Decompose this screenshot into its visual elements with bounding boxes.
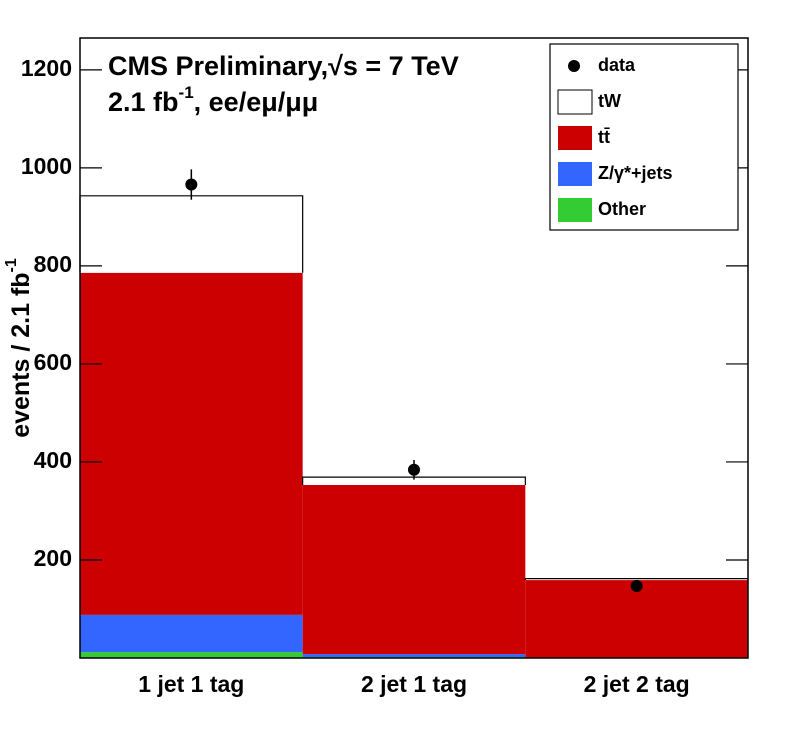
legend-swatch: [557, 89, 593, 115]
legend-marker: [568, 60, 580, 72]
y-tick-label: 200: [34, 545, 72, 571]
bar-segment: [525, 578, 748, 581]
y-axis-label: events / 2.1 fb-1: [3, 258, 34, 438]
y-tick-label: 400: [34, 447, 72, 473]
chart-subtitle: 2.1 fb-1, ee/eμ/μμ: [108, 83, 318, 117]
bar-segment: [80, 272, 303, 615]
subtitle-text: , ee/eμ/μμ: [194, 87, 319, 117]
legend-label: Z/γ*+jets: [598, 163, 673, 183]
legend-swatch: [558, 162, 592, 186]
x-tick-label: 2 jet 1 tag: [361, 671, 467, 697]
data-point: [185, 178, 198, 191]
data-point: [408, 463, 420, 476]
y-label-text: events / 2.1 fb: [7, 272, 35, 437]
y-label-sup: -1: [3, 258, 20, 272]
bar-segment: [80, 652, 303, 658]
data-point: [630, 579, 643, 592]
subtitle-sup: -1: [179, 83, 194, 102]
legend-label: Other: [598, 199, 646, 219]
y-tick-label: 1200: [21, 55, 72, 81]
bar-segment: [302, 477, 526, 485]
plot-frame: [79, 37, 749, 659]
chart-title: CMS Preliminary,√s = 7 TeV: [108, 51, 459, 81]
legend-label: tW: [598, 91, 621, 111]
x-tick-label: 1 jet 1 tag: [138, 671, 244, 697]
bar-segment: [302, 654, 526, 658]
bar-segment: [302, 484, 526, 655]
bar-segment: [80, 614, 303, 653]
bar-segment: [80, 195, 303, 273]
legend-label: data: [598, 55, 636, 75]
y-tick-label: 600: [34, 349, 72, 375]
subtitle-text: 2.1 fb: [108, 87, 179, 117]
x-tick-label: 2 jet 2 tag: [584, 671, 690, 697]
legend-label: tt̄: [598, 127, 610, 147]
bar-segment: [525, 580, 748, 658]
y-tick-label: 1000: [21, 153, 72, 179]
legend-swatch: [558, 198, 592, 222]
y-tick-label: 800: [34, 251, 72, 277]
legend-swatch: [558, 126, 592, 150]
